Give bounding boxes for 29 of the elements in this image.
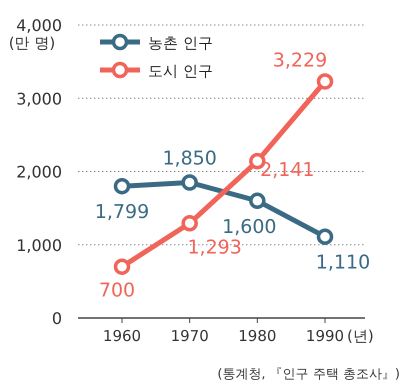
y-tick-label: 4,000 bbox=[16, 16, 62, 35]
data-label: 1,850 bbox=[162, 147, 217, 170]
data-label: 3,229 bbox=[272, 49, 328, 72]
point bbox=[316, 228, 334, 245]
y-tick-label: 0 bbox=[52, 309, 62, 328]
y-axis-title: (만 명) bbox=[8, 34, 56, 52]
legend-label: 도시 인구 bbox=[148, 62, 213, 80]
y-tick-label: 3,000 bbox=[16, 89, 62, 108]
x-tick-label: 1970 bbox=[170, 327, 209, 345]
data-label: 1,799 bbox=[94, 201, 150, 224]
y-tick-label: 2,000 bbox=[16, 162, 62, 182]
x-tick-label: 1990 bbox=[306, 327, 344, 345]
data-label: 2,141 bbox=[260, 159, 315, 182]
x-tick-label: 1960 bbox=[102, 327, 142, 345]
legend-label: 농촌 인구 bbox=[148, 34, 213, 52]
point bbox=[181, 215, 198, 232]
data-label: 1,600 bbox=[222, 216, 277, 238]
point bbox=[316, 73, 334, 90]
data-label: 700 bbox=[98, 280, 136, 302]
text: (통계청, 『인구 주택 총조사』) bbox=[217, 367, 400, 382]
x-axis-title: (년) bbox=[347, 327, 374, 345]
point bbox=[114, 258, 130, 275]
point bbox=[114, 178, 130, 194]
x-tick-label: 1980 bbox=[238, 327, 276, 345]
point bbox=[249, 192, 266, 210]
y-tick-label: 1,000 bbox=[16, 236, 62, 255]
point bbox=[181, 174, 198, 191]
data-label: 1,110 bbox=[316, 252, 370, 274]
data-label: 1,293 bbox=[187, 236, 242, 258]
